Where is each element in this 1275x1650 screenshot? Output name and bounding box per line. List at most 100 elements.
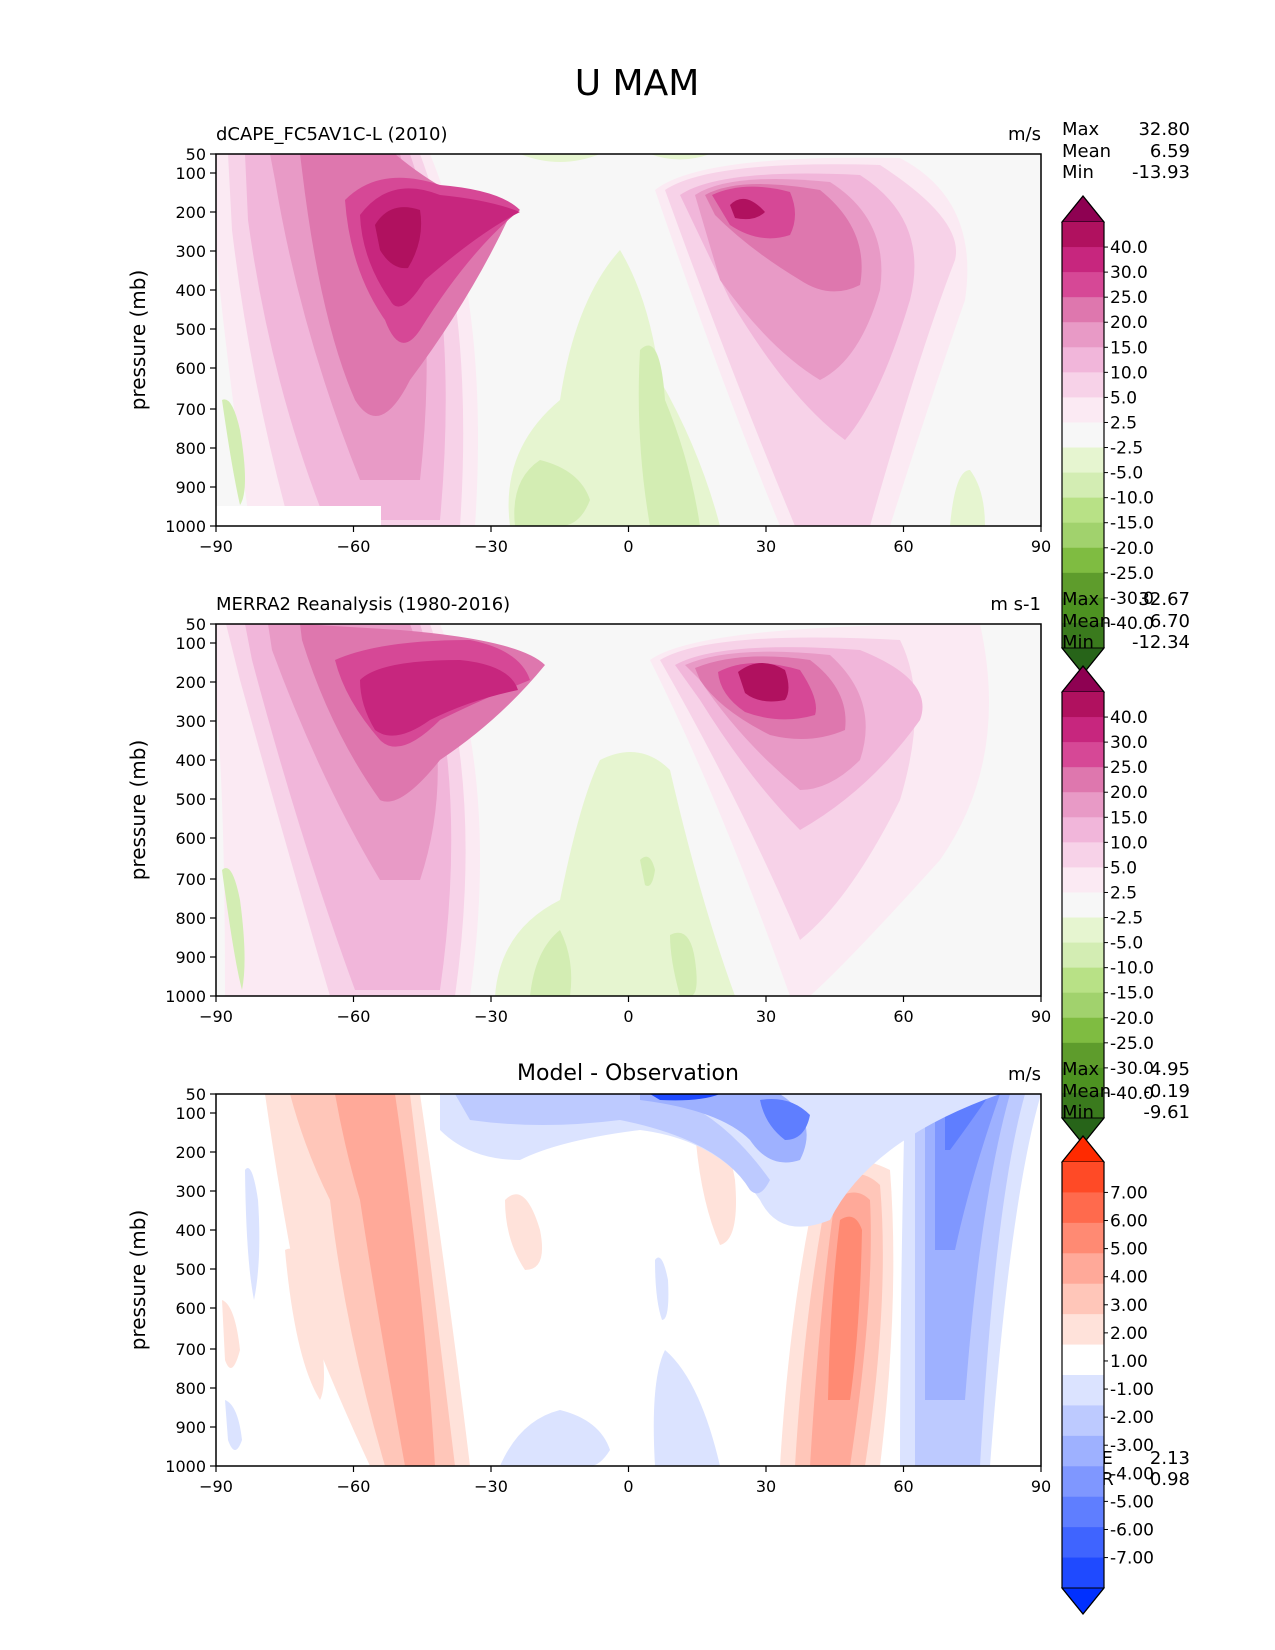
- colorbar-swatch: [1062, 1162, 1104, 1193]
- colorbar-label: -15.0: [1110, 984, 1154, 1004]
- y-tick-label: 100: [175, 1104, 206, 1123]
- colorbar-label: 20.0: [1110, 783, 1148, 803]
- contour-sp-neg: [222, 399, 245, 505]
- x-axis: −90 −60 −30 0 30 60 90: [199, 526, 1051, 556]
- x-tick-label: −90: [199, 1007, 233, 1026]
- colorbar-label: -10.0: [1110, 959, 1154, 979]
- colorbar-swatch: [1062, 247, 1104, 273]
- x-tick-label: −60: [337, 1477, 371, 1496]
- colorbar-label: -20.0: [1110, 539, 1154, 559]
- colorbar-label: -25.0: [1110, 1034, 1154, 1054]
- y-tick-label: 1000: [165, 1457, 206, 1476]
- colorbar-label: 15.0: [1110, 808, 1148, 828]
- colorbar-swatch: [1062, 597, 1104, 624]
- missing-data: [216, 506, 381, 526]
- y-tick-label: 500: [175, 1260, 206, 1279]
- colorbar-label: 30.0: [1110, 733, 1148, 753]
- colorbar-swatch: [1062, 397, 1104, 423]
- y-tick-label: 50: [186, 1085, 206, 1104]
- contour-eq-neg2: [530, 930, 572, 996]
- colorbar-label: 2.5: [1110, 883, 1137, 903]
- x-tick-label: 60: [893, 1007, 913, 1026]
- colorbar-extend-max: [1060, 665, 1106, 693]
- contour-nh-40: [738, 662, 789, 702]
- colorbar-label: 15.0: [1110, 338, 1148, 358]
- stat-max-value: 32.67: [1138, 589, 1190, 610]
- colorbar-swatch: [1062, 1283, 1104, 1315]
- y-tick-label: 1000: [165, 987, 206, 1006]
- y-tick-label: 500: [175, 790, 206, 809]
- colorbar-label: 40.0: [1110, 238, 1148, 258]
- y-tick-label: 500: [175, 320, 206, 339]
- colorbar-label: -40.0: [1110, 614, 1154, 634]
- colorbar-label: -5.0: [1110, 934, 1143, 954]
- y-tick-label: 600: [175, 1299, 206, 1318]
- colorbar-swatch: [1062, 622, 1104, 649]
- stat-mean-label: Mean: [1062, 141, 1111, 162]
- stat-min-label: Min: [1062, 632, 1094, 653]
- colorbar-swatch: [1062, 817, 1104, 843]
- stat-mean-value: 6.70: [1150, 611, 1190, 632]
- y-tick-label: 200: [175, 203, 206, 222]
- y-tick-label: 400: [175, 1221, 206, 1240]
- stat-min-value: -13.93: [1132, 162, 1190, 183]
- colorbar-swatch: [1062, 742, 1104, 768]
- stats-block: Max 32.67 Mean 6.70 Min -12.34: [1062, 589, 1190, 653]
- colorbar-extend-min: [1060, 1587, 1106, 1615]
- x-tick-label: 60: [893, 537, 913, 556]
- y-tick-label: 50: [186, 615, 206, 634]
- contour-neg-mid: [245, 1168, 260, 1300]
- colorbar-label: -25.0: [1110, 564, 1154, 584]
- colorbar-outline: [1061, 665, 1105, 1145]
- y-tick-label: 700: [175, 1340, 206, 1359]
- colorbar-swatch: [1062, 842, 1104, 868]
- x-tick-label: 30: [756, 1477, 776, 1496]
- y-tick-label: 900: [175, 478, 206, 497]
- colorbar-swatch: [1062, 1314, 1104, 1346]
- stat-max-value: 4.95: [1150, 1059, 1190, 1080]
- stat-mean-value: -0.19: [1143, 1081, 1190, 1102]
- contour-neg-eq: [500, 1410, 610, 1466]
- colorbar-label: 2.5: [1110, 413, 1137, 433]
- colorbar-swatch: [1062, 1405, 1104, 1437]
- stats-block: Max 32.80 Mean 6.59 Min -13.93: [1062, 119, 1190, 183]
- colorbar-swatch: [1062, 272, 1104, 298]
- stat-max-label: Max: [1062, 589, 1100, 610]
- colorbar-swatch: [1062, 347, 1104, 373]
- stat-min-label: Min: [1062, 162, 1094, 183]
- y-tick-label: 200: [175, 673, 206, 692]
- colorbar-extend-max: [1060, 195, 1106, 223]
- contour-eq-neg2: [638, 345, 700, 526]
- colorbar-label: 6.00: [1110, 1212, 1148, 1232]
- x-tick-label: −90: [199, 1477, 233, 1496]
- colorbar-label: -2.5: [1110, 439, 1143, 459]
- y-tick-label: 600: [175, 829, 206, 848]
- contour-pos-sp: [222, 1300, 240, 1368]
- colorbar-label: 25.0: [1110, 758, 1148, 778]
- contour-pos-mid: [505, 1194, 543, 1270]
- colorbar-label: -2.00: [1110, 1408, 1154, 1428]
- panel-title: dCAPE_FC5AV1C-L (2010): [216, 124, 448, 145]
- colorbar-label: 30.0: [1110, 263, 1148, 283]
- y-tick-label: 800: [175, 439, 206, 458]
- x-tick-label: 0: [623, 1007, 633, 1026]
- figure-title: U MAM: [575, 63, 700, 104]
- colorbar-swatch: [1062, 867, 1104, 893]
- colorbar-label: 20.0: [1110, 313, 1148, 333]
- y-tick-label: 300: [175, 712, 206, 731]
- colorbar-label: -4.00: [1110, 1464, 1154, 1484]
- colorbar-swatch: [1062, 1253, 1104, 1285]
- panel-title: MERRA2 Reanalysis (1980-2016): [216, 594, 510, 615]
- contour-neg-eq3: [655, 1257, 669, 1320]
- colorbar-label: 2.00: [1110, 1324, 1148, 1344]
- x-tick-label: 90: [1031, 1007, 1051, 1026]
- y-axis-label: pressure (mb): [126, 1210, 150, 1351]
- contour-neg-sp: [225, 1400, 242, 1450]
- colorbar: 40.0 30.0 25.0 20.0 15.0 10.0 5.0 2.5 -2.5 -5.0 -1…: [1060, 195, 1154, 675]
- x-tick-label: 0: [623, 1477, 633, 1496]
- colorbar-swatch: [1062, 422, 1104, 449]
- colorbar-swatch: [1062, 1042, 1104, 1069]
- x-tick-label: −60: [337, 1007, 371, 1026]
